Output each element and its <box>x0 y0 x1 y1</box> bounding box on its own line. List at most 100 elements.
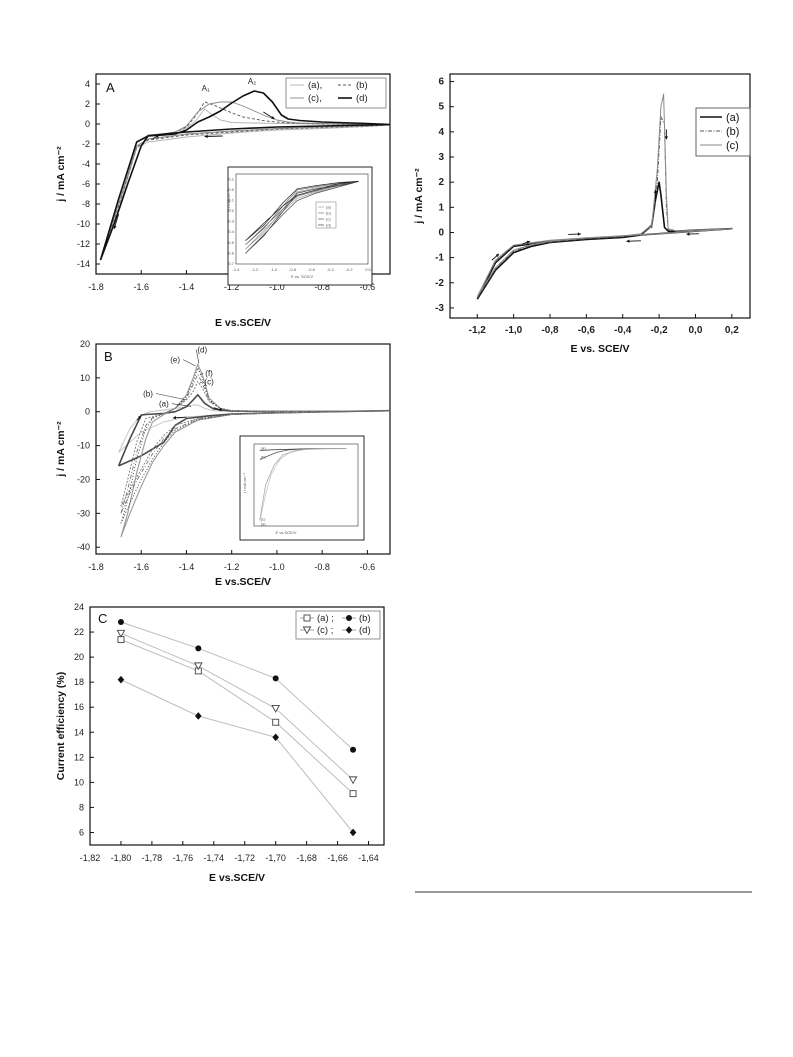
panel-label: C <box>98 611 107 626</box>
legend-label: (c) ; <box>317 625 333 636</box>
y-axis: 20 10 0 -10 -20 -30 -40 <box>77 339 100 552</box>
inset-y-tick-label: -0.2 <box>227 208 235 213</box>
y-tick-label: -8 <box>82 199 90 209</box>
series-line-c <box>476 93 733 297</box>
y-tick-label: 0 <box>85 119 90 129</box>
y-axis: 4 2 0 -2 -4 -6 -8 -10 -12 -14 <box>77 79 100 269</box>
x-tick-label: -1,70 <box>265 853 286 863</box>
inset-x-tick-label: -1.0 <box>270 267 278 272</box>
x-tick-label: -1.4 <box>179 282 195 292</box>
y-tick-label: -20 <box>77 474 90 484</box>
data-point-open-triangle <box>193 662 203 671</box>
x-tick-label: -1,68 <box>296 853 317 863</box>
series-annotation: (d) <box>197 345 207 354</box>
series-annotation: (a) <box>159 400 169 409</box>
x-tick-label: -0.8 <box>314 562 330 572</box>
x-tick-label: -1.6 <box>133 282 149 292</box>
series-annotation: (e) <box>170 356 180 365</box>
y-tick-label: -40 <box>77 542 90 552</box>
inset-y-tick-label: -0.6 <box>227 250 235 255</box>
inset-plot-frame <box>253 443 359 527</box>
peak-annotation: A₂ <box>248 77 256 86</box>
x-tick-label: -1,78 <box>142 853 163 863</box>
x-tick-label: -0.8 <box>314 282 330 292</box>
legend: (a) ; (b) (c) ; (d) <box>295 610 381 640</box>
y-tick-label: 2 <box>438 177 444 188</box>
inset-legend-label: (d) <box>326 223 332 228</box>
y-tick-label: 6 <box>79 827 84 837</box>
data-point-filled-diamond <box>272 733 279 742</box>
y-axis-label: j / mA cm⁻² <box>413 168 425 225</box>
arrow-head <box>653 189 658 193</box>
inset-frame <box>227 166 373 286</box>
y-tick-label: 6 <box>438 77 444 88</box>
x-tick-label: -1.0 <box>269 282 285 292</box>
y-tick-label: 22 <box>74 627 84 637</box>
chart-A: -1.8 -1.6 -1.4 -1.2 -1.0 -0.8 -0.6 4 2 0 -2 -4 -6 -8 -… <box>55 73 391 329</box>
y-tick-label: -3 <box>435 303 444 314</box>
y-tick-label: 0 <box>85 407 90 417</box>
arrow-head <box>495 253 500 258</box>
y-tick-label: 14 <box>74 727 84 737</box>
y-tick-label: 3 <box>438 152 444 163</box>
y-tick-label: 4 <box>85 79 90 89</box>
y-tick-label: 8 <box>79 802 84 812</box>
arrow-head <box>526 240 530 244</box>
legend: (a) (b) (c) <box>695 107 751 157</box>
inset-series-line <box>245 181 359 241</box>
y-axis-label: Current efficiency (%) <box>55 672 67 781</box>
arrow-head <box>113 225 117 229</box>
data-point-open-triangle <box>116 629 126 638</box>
series-d <box>117 675 357 837</box>
legend-label: (a) <box>726 112 739 124</box>
legend-label: (b) <box>359 613 371 624</box>
panel-label: A <box>106 80 115 95</box>
series-a <box>117 636 357 798</box>
series-line-f <box>120 374 390 514</box>
x-tick-label: -1,76 <box>173 853 194 863</box>
inset-y-tick-label: -0.4 <box>227 229 235 234</box>
arrow-head <box>137 415 142 420</box>
x-axis-label: E vs.SCE/V <box>215 317 271 329</box>
x-tick-label: -1.2 <box>224 282 240 292</box>
series-group <box>117 363 390 538</box>
x-tick-label: -0.6 <box>360 282 376 292</box>
y-tick-label: -10 <box>77 441 90 451</box>
data-point-open-square <box>272 718 280 726</box>
x-tick-label: -1.6 <box>133 562 149 572</box>
inset-y-tick-label: -0.7 <box>227 261 235 266</box>
inset-frame <box>239 435 365 541</box>
inset-y-label: j / mA cm⁻² <box>226 189 231 211</box>
y-tick-label: -30 <box>77 508 90 518</box>
x-axis: -1,2 -1,0 -0,8 -0,6 -0,4 -0,2 0,0 0,2 <box>469 314 739 336</box>
inset-legend-label: (a) <box>326 205 332 210</box>
data-point-filled-circle <box>350 746 357 753</box>
series-line <box>120 632 354 781</box>
data-point-filled-circle <box>195 645 202 652</box>
series-line <box>120 679 354 833</box>
y-axis-label: j / mA cm⁻² <box>55 146 67 203</box>
x-tick-label: -0,4 <box>614 325 632 336</box>
arrow-head <box>204 134 208 139</box>
inset-chart: -1.4 -1.2 -1.0 -0.8 -0.6 -0.4 -0.2 0.0 0.1 0.0 -0.… <box>226 166 373 286</box>
legend-label: (c) <box>726 140 739 152</box>
plot-frame <box>95 343 391 555</box>
x-tick-label: -1,80 <box>111 853 132 863</box>
annotation-leader <box>183 359 196 367</box>
legend: (a), (b) (c), (d) <box>285 77 387 109</box>
y-tick-label: -14 <box>77 259 90 269</box>
series-b <box>117 619 357 753</box>
data-point-filled-circle <box>272 675 279 682</box>
series-line-e <box>120 367 390 524</box>
x-tick-label: -1,72 <box>234 853 255 863</box>
x-tick-label: -0,6 <box>578 325 596 336</box>
x-tick-label: -1.8 <box>88 282 104 292</box>
data-point-filled-circle <box>346 615 352 621</box>
arrow-head <box>577 232 581 236</box>
y-tick-label: 18 <box>74 677 84 687</box>
x-axis-label: E vs.SCE/V <box>215 576 271 588</box>
chart-C: -1,82 -1,80 -1,78 -1,76 -1,74 -1,72 -1,70 -1,68… <box>55 602 385 884</box>
series-group <box>99 90 390 261</box>
peak-annotation: A₁ <box>202 84 210 93</box>
